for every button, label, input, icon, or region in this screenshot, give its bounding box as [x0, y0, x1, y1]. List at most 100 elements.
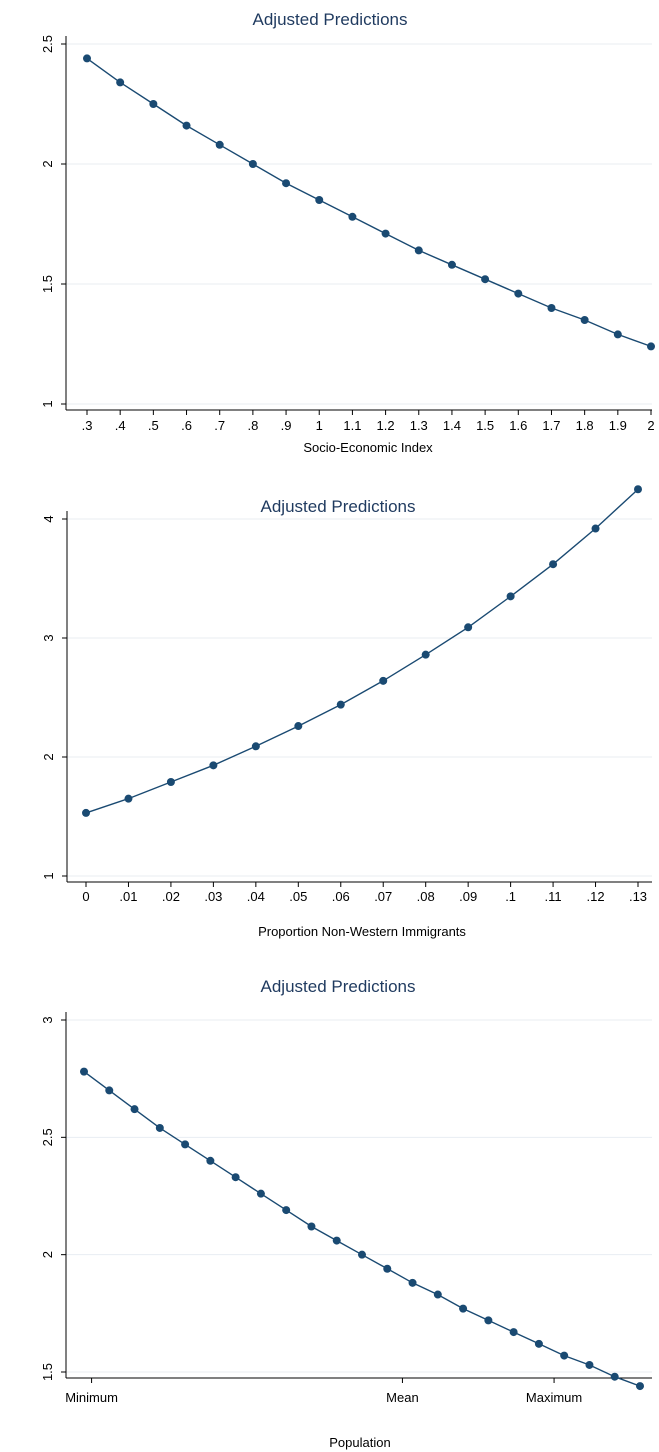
x-tick-label: .06: [332, 889, 350, 904]
x-tick-label: 1.3: [410, 418, 428, 433]
data-point: [336, 700, 345, 709]
data-point: [149, 100, 158, 108]
y-tick-label: 1.5: [40, 1363, 55, 1381]
x-tick-label: .04: [247, 889, 265, 904]
data-point: [447, 260, 456, 269]
series-line: [85, 488, 639, 814]
x-tick-label: .9: [281, 418, 292, 433]
y-tick-label: 2.5: [40, 35, 55, 53]
x-tick-label: 1.5: [476, 418, 494, 433]
data-point: [547, 304, 556, 312]
y-tick-label: 2: [40, 1251, 55, 1258]
x-tick-label: .05: [289, 889, 307, 904]
y-tick-label: 4: [41, 515, 56, 522]
x-tick-label: .03: [204, 889, 222, 904]
chart-panel-proportion-non-western-immigrants: Adjusted Predictions 1 2 3 4 0 .01 .02 .03 .04 .0…: [0, 484, 659, 944]
x-axis-label: Proportion Non-Western Immigrants: [258, 924, 466, 939]
y-tick-label: 3: [41, 634, 56, 641]
series-line: [86, 57, 652, 348]
data-point: [248, 160, 257, 168]
y-tick-label: 2: [41, 753, 56, 760]
x-tick-label: .3: [82, 418, 93, 433]
data-point: [182, 121, 191, 130]
data-point: [206, 1156, 215, 1165]
data-point: [506, 592, 515, 601]
data-point: [130, 1105, 139, 1114]
data-point: [647, 342, 655, 351]
data-point: [256, 1189, 265, 1198]
data-point: [348, 212, 357, 221]
data-point: [414, 246, 423, 255]
data-point: [484, 1316, 493, 1325]
data-point: [315, 196, 324, 204]
x-tick-label: .13: [629, 889, 647, 904]
x-tick-label: 1.1: [343, 418, 361, 433]
data-point: [294, 722, 303, 731]
data-point: [634, 485, 642, 494]
y-tick-label: 2: [40, 160, 55, 167]
x-tick-label: Mean: [386, 1390, 419, 1405]
x-tick-label: 0: [82, 889, 89, 904]
data-point: [251, 742, 260, 751]
x-tick-label: .08: [417, 889, 435, 904]
x-axis-label: Population: [329, 1435, 390, 1450]
y-tick-label: 1: [40, 400, 55, 407]
x-tick-label: 1.4: [443, 418, 461, 433]
data-point: [282, 179, 291, 188]
x-tick-label: Maximum: [526, 1390, 582, 1405]
data-point: [421, 650, 430, 659]
y-tick-label: 2.5: [40, 1128, 55, 1146]
x-tick-label: .12: [586, 889, 604, 904]
chart-title: Adjusted Predictions: [253, 10, 408, 29]
data-point: [105, 1086, 114, 1095]
x-tick-label: .07: [374, 889, 392, 904]
data-point: [209, 761, 218, 770]
x-tick-label: .02: [162, 889, 180, 904]
data-point: [514, 289, 523, 298]
data-point: [116, 78, 125, 87]
data-point: [591, 524, 600, 533]
data-point: [481, 275, 490, 284]
x-tick-label: 2: [647, 418, 654, 433]
data-point: [534, 1339, 543, 1348]
x-tick-label: .5: [148, 418, 159, 433]
series-line: [83, 1071, 641, 1387]
data-point: [464, 623, 473, 632]
x-tick-label: 1.9: [609, 418, 627, 433]
x-tick-label: 1.6: [509, 418, 527, 433]
chart-panel-population: Adjusted Predictions 1.5 2 2.5 3 Minimum Mean…: [0, 962, 659, 1452]
x-tick-label: .4: [115, 418, 126, 433]
data-point: [585, 1360, 594, 1369]
data-point: [408, 1278, 417, 1287]
y-tick-label: 1: [41, 872, 56, 879]
data-point: [358, 1250, 366, 1259]
data-point: [379, 676, 388, 685]
x-tick-label: .6: [181, 418, 192, 433]
chart-panel-socio-economic-index: Adjusted Predictions 1 1.5 2 2.5 .3 .4 .5 .6 .7.…: [0, 0, 659, 470]
x-tick-label: .1: [505, 889, 516, 904]
chart-svg: Adjusted Predictions 1 1.5 2 2.5 .3 .4 .5 .6 .7.…: [40, 10, 655, 455]
data-point: [215, 140, 224, 149]
data-point: [166, 777, 175, 786]
x-tick-label: 1.7: [542, 418, 560, 433]
data-point: [181, 1140, 190, 1149]
data-point: [610, 1372, 619, 1381]
data-point: [82, 808, 90, 817]
data-point: [433, 1290, 442, 1299]
y-tick-label: 1.5: [40, 275, 55, 293]
x-tick-label: .8: [247, 418, 258, 433]
chart-svg: Adjusted Predictions 1.5 2 2.5 3 Minimum Mean…: [40, 977, 652, 1450]
x-tick-label: .09: [459, 889, 477, 904]
data-point: [580, 316, 589, 324]
chart-title: Adjusted Predictions: [261, 497, 416, 516]
x-tick-label: 1.2: [377, 418, 395, 433]
x-tick-label: 1.8: [576, 418, 594, 433]
data-point: [282, 1206, 291, 1215]
x-tick-label: .7: [214, 418, 225, 433]
data-point: [613, 330, 622, 339]
x-tick-label: 1: [316, 418, 323, 433]
data-point: [83, 54, 91, 63]
data-point: [459, 1304, 468, 1313]
data-point: [124, 794, 133, 803]
y-tick-label: 3: [40, 1016, 55, 1023]
